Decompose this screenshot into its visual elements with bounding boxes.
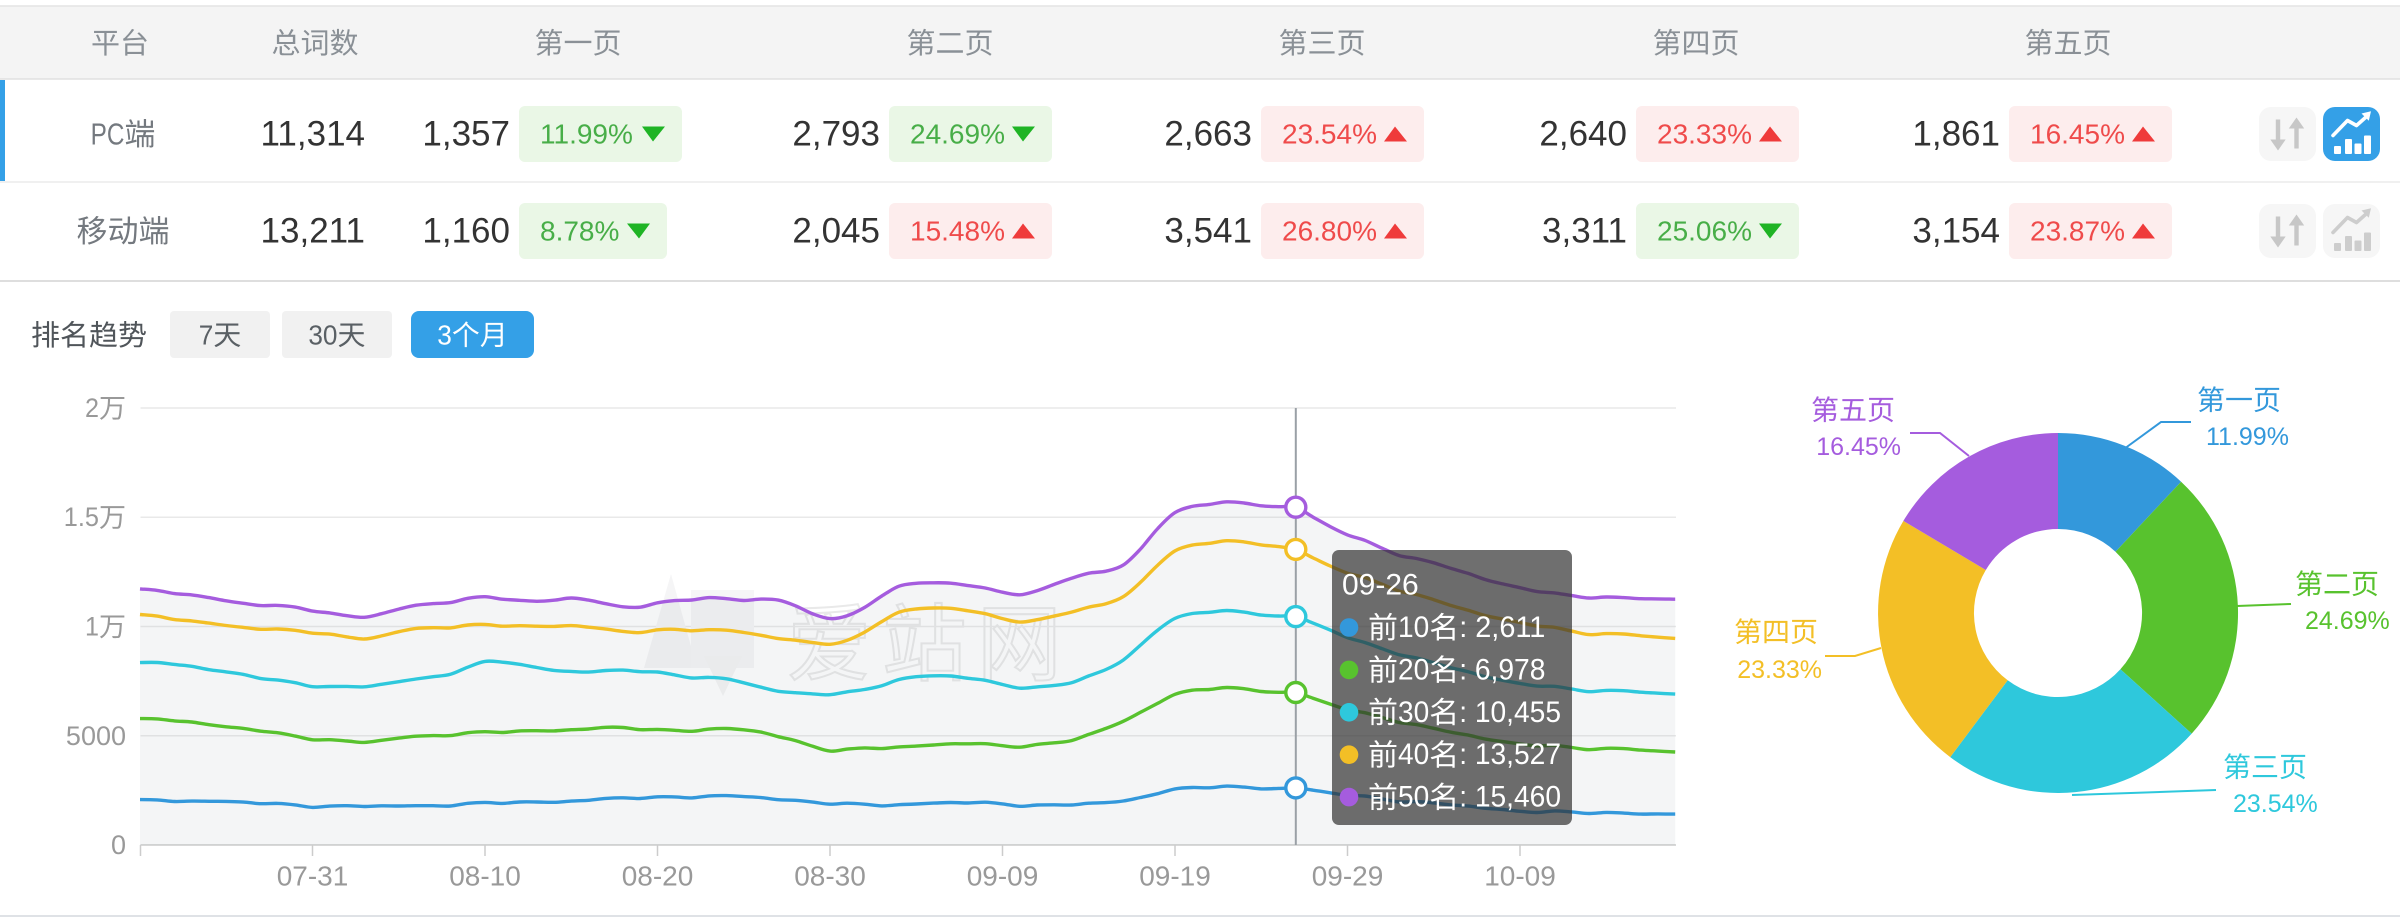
- svg-text:: 2,611: : 2,611: [1459, 611, 1545, 644]
- svg-text:2,793: 2,793: [792, 115, 880, 154]
- svg-text:11.99%: 11.99%: [540, 119, 633, 150]
- svg-text:3,541: 3,541: [1164, 212, 1252, 251]
- svg-text:07-31: 07-31: [277, 861, 349, 892]
- svg-text:11.99%: 11.99%: [2206, 423, 2289, 451]
- svg-text:20: 20: [1398, 653, 1429, 686]
- svg-text:3: 3: [437, 320, 452, 351]
- svg-text:30: 30: [308, 320, 337, 351]
- svg-text:26.80%: 26.80%: [1282, 216, 1377, 247]
- svg-text:23.54%: 23.54%: [1282, 119, 1377, 150]
- svg-text:1,160: 1,160: [422, 212, 510, 251]
- svg-text:23.54%: 23.54%: [2233, 790, 2318, 818]
- svg-text:3,154: 3,154: [1912, 212, 2000, 251]
- svg-text:08-10: 08-10: [449, 861, 521, 892]
- svg-text:08-30: 08-30: [794, 861, 866, 892]
- svg-text:23.33%: 23.33%: [1737, 656, 1822, 684]
- svg-text:23.87%: 23.87%: [2030, 216, 2125, 247]
- svg-text:11,314: 11,314: [261, 115, 365, 154]
- svg-text:1,861: 1,861: [1912, 115, 2000, 154]
- svg-text:40: 40: [1398, 738, 1429, 771]
- svg-text:: 15,460: : 15,460: [1459, 781, 1561, 814]
- svg-text:5000: 5000: [66, 721, 126, 751]
- svg-text:09-29: 09-29: [1312, 861, 1384, 892]
- svg-text:2,663: 2,663: [1164, 115, 1252, 154]
- svg-text:50: 50: [1398, 781, 1429, 814]
- svg-text:09-26: 09-26: [1342, 569, 1419, 602]
- svg-text:10-09: 10-09: [1484, 861, 1556, 892]
- svg-text:09-19: 09-19: [1139, 861, 1211, 892]
- svg-text:: 10,455: : 10,455: [1459, 696, 1561, 729]
- svg-text:08-20: 08-20: [622, 861, 694, 892]
- svg-text:2,045: 2,045: [792, 212, 880, 251]
- svg-text:2: 2: [85, 393, 99, 423]
- svg-text:8.78%: 8.78%: [540, 216, 619, 247]
- svg-text:1: 1: [85, 612, 99, 642]
- svg-text:10: 10: [1398, 611, 1429, 644]
- svg-text:09-09: 09-09: [967, 861, 1039, 892]
- svg-text:: 6,978: : 6,978: [1459, 653, 1545, 686]
- svg-text:0: 0: [111, 830, 126, 860]
- svg-text:: 13,527: : 13,527: [1459, 738, 1561, 771]
- svg-text:25.06%: 25.06%: [1657, 216, 1752, 247]
- svg-text:16.45%: 16.45%: [2030, 119, 2125, 150]
- svg-text:15.48%: 15.48%: [910, 216, 1005, 247]
- svg-text:23.33%: 23.33%: [1657, 119, 1752, 150]
- svg-text:PC: PC: [91, 117, 125, 152]
- svg-text:30: 30: [1398, 696, 1429, 729]
- svg-text:24.69%: 24.69%: [910, 119, 1005, 150]
- svg-text:7: 7: [199, 320, 214, 351]
- svg-text:1,357: 1,357: [422, 115, 510, 154]
- svg-text:24.69%: 24.69%: [2305, 607, 2390, 635]
- svg-text:16.45%: 16.45%: [1816, 433, 1901, 461]
- svg-text:1.5: 1.5: [64, 502, 99, 532]
- svg-text:3,311: 3,311: [1542, 212, 1627, 251]
- svg-text:2,640: 2,640: [1539, 115, 1627, 154]
- svg-text:13,211: 13,211: [261, 212, 365, 251]
